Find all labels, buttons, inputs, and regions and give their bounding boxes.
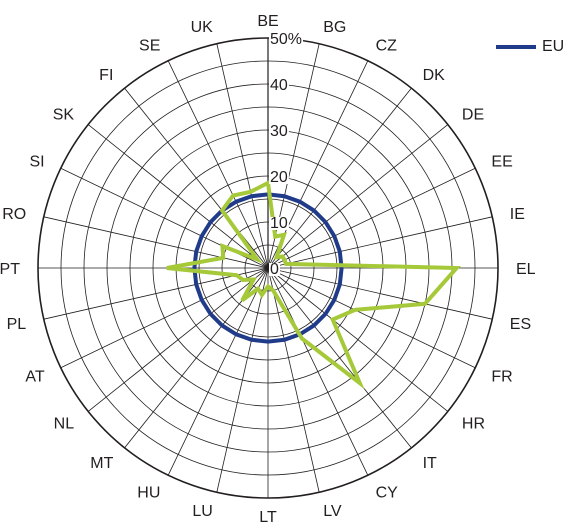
category-label-el: EL <box>516 261 536 278</box>
category-label-pt: PT <box>0 261 20 278</box>
category-label-lu: LU <box>192 503 212 520</box>
category-label-ee: EE <box>491 153 512 170</box>
spoke-sk <box>87 124 269 269</box>
category-labels: BE BG CZ DK DE EE IE EL ES FR HR IT CY LV LT LU HU MT NL AT… <box>0 13 536 524</box>
category-label-at: AT <box>25 369 44 386</box>
category-label-lt: LT <box>259 509 277 524</box>
tick-label-bg-0 <box>269 263 280 276</box>
tick-label-50: 50% <box>270 31 302 48</box>
spoke-fr <box>267 267 476 369</box>
spoke-cy <box>267 267 369 476</box>
tick-label-bg-50 <box>269 33 304 46</box>
category-label-nl: NL <box>54 416 75 433</box>
tick-label-bg-30 <box>269 125 289 138</box>
category-label-it: IT <box>423 455 437 472</box>
spoke-bg <box>267 43 320 269</box>
tick-label-bg-10 <box>269 217 289 230</box>
spoke-at <box>60 267 269 369</box>
tick-label-10: 10 <box>270 215 288 232</box>
category-label-bg: BG <box>323 19 346 36</box>
category-label-cy: CY <box>376 484 399 501</box>
category-label-si: SI <box>29 153 44 170</box>
spoke-ee <box>267 167 476 269</box>
spoke-fi <box>124 87 269 269</box>
tick-label-bg-40 <box>269 79 289 92</box>
spoke-hr <box>267 267 449 412</box>
spoke-dk <box>267 87 412 269</box>
spoke-it <box>267 267 412 449</box>
category-label-cz: CZ <box>376 38 398 55</box>
spoke-uk <box>216 43 269 269</box>
spoke-se <box>167 60 269 269</box>
category-label-ie: IE <box>510 206 525 223</box>
spoke-lv <box>267 267 320 493</box>
category-label-hu: HU <box>137 484 160 501</box>
spoke-de <box>267 124 449 269</box>
tick-label-40: 40 <box>270 77 288 94</box>
tick-label-20: 20 <box>270 169 288 186</box>
category-label-pl: PL <box>7 316 27 333</box>
tick-label-bg-20 <box>269 171 289 184</box>
category-label-ro: RO <box>2 206 26 223</box>
legend-label-eu: EU <box>542 38 565 55</box>
category-label-es: ES <box>510 316 531 333</box>
spoke-lu <box>216 267 269 493</box>
category-label-sk: SK <box>53 106 75 123</box>
tick-label-0: 0 <box>270 261 279 278</box>
series-line-country-1 <box>166 179 461 390</box>
spoke-nl <box>87 267 269 412</box>
tick-label-30: 30 <box>270 123 288 140</box>
legend-swatch-eu <box>496 45 536 49</box>
spoke-hu <box>167 267 269 476</box>
category-label-lv: LV <box>323 503 342 520</box>
category-label-uk: UK <box>191 19 214 36</box>
spoke-ro <box>43 216 269 269</box>
series-layer <box>166 179 461 390</box>
category-label-se: SE <box>139 38 160 55</box>
category-label-be: BE <box>257 13 278 30</box>
tick-labels: 0 10 20 30 40 50% <box>269 31 304 278</box>
category-label-de: DE <box>462 106 484 123</box>
category-label-mt: MT <box>90 455 113 472</box>
legend: EU <box>496 38 564 56</box>
category-label-fr: FR <box>491 369 512 386</box>
category-label-fi: FI <box>99 67 113 84</box>
spoke-ie <box>267 216 493 269</box>
series-line-eu <box>192 192 344 344</box>
category-label-hr: HR <box>462 416 485 433</box>
category-label-dk: DK <box>423 67 446 84</box>
spoke-es <box>267 267 493 320</box>
